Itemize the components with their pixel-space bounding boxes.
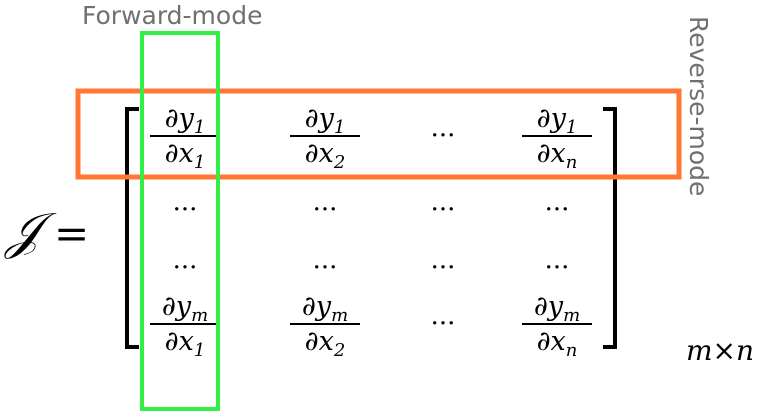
matrix-entry-r2-c4: ··· xyxy=(545,195,570,225)
matrix-entry-r3-c4: ··· xyxy=(545,253,570,283)
matrix-entry-r3-c1: ··· xyxy=(173,253,198,283)
numerator: ∂y1 xyxy=(537,103,578,138)
forward-mode-label: Forward-mode xyxy=(82,1,262,30)
ellipsis: ··· xyxy=(431,195,456,225)
dimension-label: m×n xyxy=(686,334,754,367)
matrix-entry-r1-c1: ∂y1∂x1 xyxy=(150,103,220,173)
right-bracket xyxy=(603,107,617,349)
matrix-entry-r1-c2: ∂y1∂x2 xyxy=(290,103,360,173)
denominator: ∂x1 xyxy=(165,138,206,173)
matrix-entry-r2-c1: ··· xyxy=(173,195,198,225)
matrix-entry-r1-c4: ∂y1∂xn xyxy=(522,103,592,173)
matrix-entry-r2-c2: ··· xyxy=(313,195,338,225)
numerator: ∂ym xyxy=(162,291,208,326)
ellipsis: ··· xyxy=(431,121,456,151)
denominator: ∂xn xyxy=(537,326,578,361)
denominator: ∂x2 xyxy=(305,138,346,173)
matrix-entry-r4-c1: ∂ym∂x1 xyxy=(150,291,220,361)
ellipsis: ··· xyxy=(545,253,570,283)
denominator: ∂xn xyxy=(537,138,578,173)
denominator: ∂x2 xyxy=(305,326,346,361)
ellipsis: ··· xyxy=(173,253,198,283)
left-bracket xyxy=(125,107,139,349)
numerator: ∂y1 xyxy=(305,103,346,138)
numerator: ∂ym xyxy=(534,291,580,326)
jacobian-symbol: 𝒥 xyxy=(4,202,57,260)
reverse-mode-highlight-box xyxy=(75,88,682,180)
numerator: ∂ym xyxy=(302,291,348,326)
denominator: ∂x1 xyxy=(165,326,206,361)
matrix-entry-r4-c4: ∂ym∂xn xyxy=(522,291,592,361)
ellipsis: ··· xyxy=(545,195,570,225)
ellipsis: ··· xyxy=(431,253,456,283)
matrix-entries: ∂y1∂x1∂y1∂x2···∂y1∂xn··· ··· ··· ······ ··· ·… xyxy=(150,103,592,361)
matrix-entry-r4-c2: ∂ym∂x2 xyxy=(290,291,360,361)
matrix-entry-r4-c3: ··· xyxy=(431,309,456,339)
matrix-entry-r3-c2: ··· xyxy=(313,253,338,283)
ellipsis: ··· xyxy=(313,253,338,283)
ellipsis: ··· xyxy=(431,309,456,339)
numerator: ∂y1 xyxy=(165,103,206,138)
matrix-entry-r3-c3: ··· xyxy=(431,253,456,283)
reverse-mode-label: Reverse-mode xyxy=(684,16,713,196)
matrix-entry-r1-c3: ··· xyxy=(431,121,456,151)
ellipsis: ··· xyxy=(173,195,198,225)
equals-sign: = xyxy=(54,209,89,258)
ellipsis: ··· xyxy=(313,195,338,225)
forward-mode-highlight-box xyxy=(140,31,220,411)
matrix-entry-r2-c3: ··· xyxy=(431,195,456,225)
